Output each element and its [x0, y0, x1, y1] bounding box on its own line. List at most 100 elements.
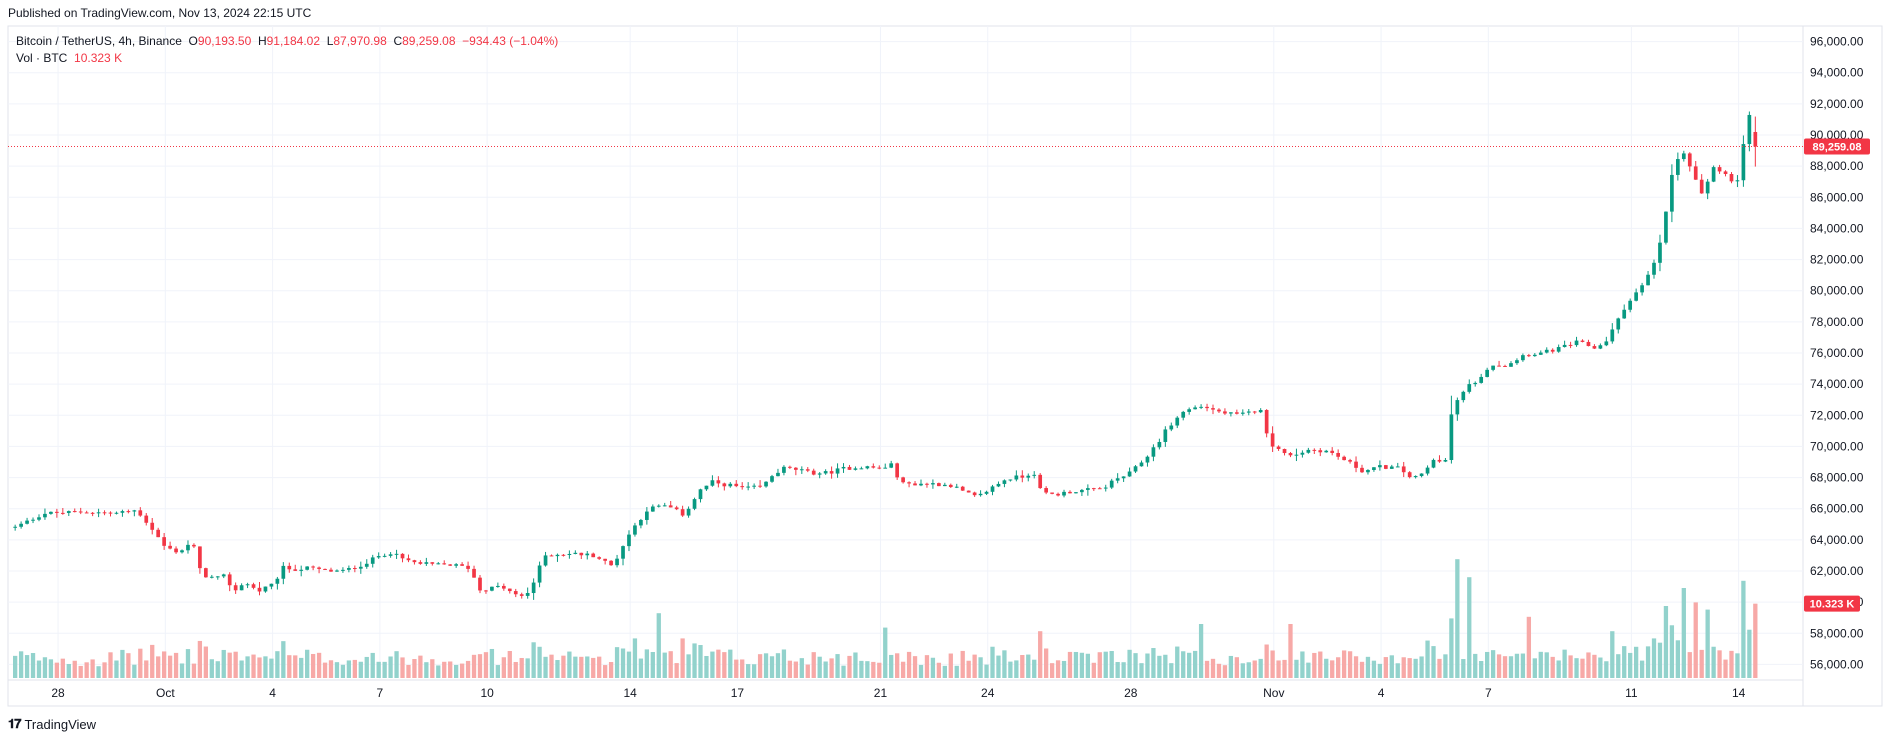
volume-bar — [1085, 653, 1091, 678]
candle-body — [221, 574, 226, 577]
candle-body — [1348, 460, 1352, 462]
volume-bar — [1222, 665, 1228, 678]
volume-bar — [370, 652, 375, 678]
volume-bar — [1622, 646, 1627, 678]
candle-body — [323, 568, 327, 570]
volume-bar — [1061, 660, 1067, 678]
volume-legend: Vol · BTC 10.323 K — [16, 51, 122, 65]
symbol-title[interactable]: Bitcoin / TetherUS, 4h, Binance — [16, 34, 182, 48]
volume-bar — [328, 660, 334, 678]
time-tick-label: Oct — [156, 686, 175, 700]
candle-body — [877, 467, 882, 469]
volume-bar — [185, 649, 191, 678]
price-tick-label: 80,000.00 — [1810, 284, 1864, 298]
candle-body — [174, 548, 178, 553]
volume-bar — [245, 656, 250, 678]
volume-bar — [1008, 661, 1013, 678]
volume-bar — [1067, 651, 1073, 678]
time-tick-label: 11 — [1625, 686, 1638, 700]
volume-bar — [877, 662, 882, 678]
candle-body — [1574, 340, 1579, 346]
candle-body — [543, 555, 548, 566]
candle-body — [782, 466, 786, 473]
candle-body — [1044, 488, 1048, 493]
volume-bar — [1562, 649, 1567, 678]
candle-body — [1038, 474, 1043, 489]
volume-bar — [1353, 656, 1359, 678]
volume-bar — [668, 651, 673, 678]
volume-bar — [150, 644, 155, 678]
candle-body — [209, 576, 214, 578]
volume-bar — [281, 641, 286, 678]
volume-bar — [1645, 646, 1651, 678]
volume-bar — [1091, 662, 1096, 678]
candle-body — [1592, 346, 1597, 349]
price-chart[interactable]: 56,000.0058,000.0060,000.0062,000.0064,0… — [0, 24, 1883, 712]
volume-bar — [602, 665, 608, 678]
candle-body — [1366, 469, 1370, 473]
candle-body — [621, 546, 625, 559]
candlesticks — [13, 111, 1758, 600]
candle-body — [364, 563, 369, 567]
candle-body — [233, 585, 238, 591]
volume-bar — [1687, 652, 1692, 678]
volume-bar — [1216, 663, 1222, 678]
candle-body — [84, 512, 89, 514]
candle-body — [1419, 473, 1424, 477]
volume-bar — [1574, 658, 1579, 678]
volume-bar — [436, 665, 441, 678]
candle-body — [1747, 114, 1752, 145]
candle-body — [454, 564, 459, 566]
volume-bar — [1204, 660, 1210, 678]
candle-body — [650, 506, 655, 512]
candle-body — [1336, 452, 1341, 457]
candle-body — [150, 522, 155, 530]
candle-body — [513, 591, 518, 595]
candle-body — [1187, 409, 1192, 412]
candle-body — [1235, 412, 1239, 414]
volume-bar — [448, 661, 453, 678]
candle-body — [1491, 365, 1495, 370]
volume-bar — [1538, 651, 1543, 678]
price-axis[interactable]: 56,000.0058,000.0060,000.0062,000.0064,0… — [1810, 35, 1864, 672]
candle-body — [490, 586, 494, 591]
price-tick-label: 78,000.00 — [1810, 315, 1864, 329]
candle-body — [859, 468, 864, 470]
candle-body — [1372, 467, 1376, 470]
candle-body — [674, 507, 679, 510]
candle-body — [901, 477, 905, 483]
volume-bar — [883, 627, 888, 678]
candle-body — [466, 565, 470, 569]
candle-body — [180, 550, 184, 553]
close-label: C — [393, 34, 403, 48]
candle-body — [734, 483, 739, 487]
candle-body — [680, 509, 685, 516]
volume-bar — [1038, 631, 1043, 678]
volume-bar — [942, 665, 947, 678]
candle-body — [1217, 409, 1221, 412]
volume-bar — [978, 657, 983, 678]
price-tick-label: 82,000.00 — [1810, 253, 1864, 267]
volume-bar — [1461, 659, 1466, 678]
volume-bar — [1377, 663, 1383, 678]
volume-bar — [1264, 644, 1269, 678]
candle-body — [817, 473, 822, 475]
candle-body — [31, 519, 35, 521]
volume-label[interactable]: Vol · BTC — [16, 51, 68, 65]
candle-body — [1455, 400, 1460, 415]
volume-bar — [1055, 660, 1061, 678]
tradingview-logo[interactable]: 𝟏𝟕 TradingView — [8, 716, 96, 732]
volume-bar — [167, 655, 173, 678]
candle-body — [1485, 369, 1489, 377]
volume-bar — [287, 655, 292, 678]
volume-bar — [1330, 660, 1335, 678]
volume-bar — [376, 661, 381, 678]
time-axis[interactable]: 28 Oct 4 7 10 14 17 21 24 28 Nov 4 7 11 14 — [51, 686, 1745, 700]
candle-body — [102, 512, 107, 514]
last-volume-badge — [1804, 595, 1860, 612]
candle-body — [591, 553, 596, 558]
candle-body — [1497, 365, 1501, 367]
candle-body — [925, 483, 929, 485]
volume-bar — [996, 655, 1001, 678]
volume-bar — [471, 654, 477, 678]
